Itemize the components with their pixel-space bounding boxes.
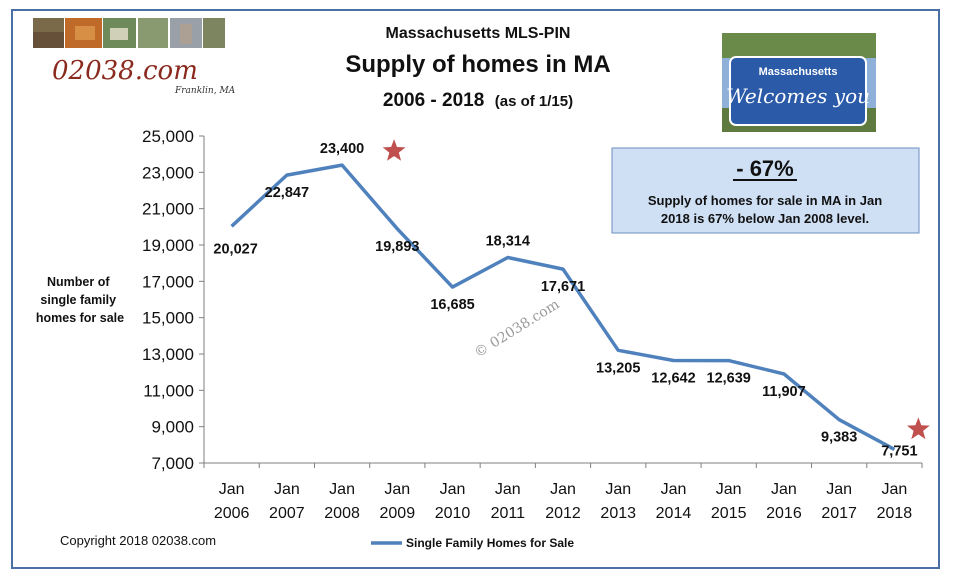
y-tick-label: 11,000 (143, 381, 194, 400)
chart-frame (11, 9, 940, 569)
x-tick-label-month: Jan (495, 481, 521, 498)
logo-name: 02038.com (52, 56, 198, 86)
y-axis-ticks: 7,000 9,000 11,000 13,000 15,000 17,000 19,000… (142, 127, 204, 473)
x-tick-label-month: Jan (274, 481, 300, 498)
y-axis-title-line-1: Number of (47, 275, 110, 289)
x-tick-label-year: 2014 (656, 505, 692, 522)
watermark: © 02038.com (472, 296, 563, 361)
data-label-2017: 9,383 (821, 430, 857, 446)
x-tick-label-year: 2006 (214, 505, 250, 522)
x-tick-label-year: 2013 (600, 505, 636, 522)
x-tick-label-month: Jan (329, 481, 355, 498)
x-tick-label-year: 2016 (766, 505, 802, 522)
copyright-text: Copyright 2018 02038.com (60, 533, 216, 548)
logo: 02038.com Franklin, MA (33, 18, 236, 96)
y-axis-title: Number of single family homes for sale (36, 275, 124, 325)
x-axis-ticks: Jan 2006 Jan 2007 Jan 2008 Jan 2009 Jan 2010 Jan 20… (203, 463, 923, 522)
y-tick-label: 17,000 (142, 272, 194, 291)
x-tick-label-month: Jan (826, 481, 852, 498)
y-axis-title-line-2: single family (40, 293, 116, 307)
y-tick-label: 19,000 (142, 236, 194, 255)
data-labels: 20,027 22,847 23,400 19,893 16,685 18,314 17,6… (213, 141, 917, 459)
data-label-2013: 13,205 (596, 360, 640, 376)
x-tick-label-year: 2012 (545, 505, 581, 522)
x-tick-label-month: Jan (384, 481, 410, 498)
data-label-2012: 17,671 (541, 279, 585, 295)
data-label-2009: 19,893 (375, 239, 419, 255)
y-tick-label: 23,000 (142, 163, 194, 182)
data-label-2018: 7,751 (881, 443, 917, 459)
x-tick-label-year: 2010 (435, 505, 471, 522)
x-tick-label-month: Jan (550, 481, 576, 498)
legend: Single Family Homes for Sale (371, 536, 574, 550)
data-label-2006: 20,027 (213, 241, 257, 257)
x-tick-label-year: 2007 (269, 505, 305, 522)
x-tick-label-month: Jan (716, 481, 742, 498)
highlight-stars (382, 139, 930, 440)
legend-label: Single Family Homes for Sale (406, 536, 574, 550)
y-tick-label: 15,000 (142, 309, 194, 328)
data-label-2011: 18,314 (486, 233, 530, 249)
data-label-2008: 23,400 (320, 141, 364, 157)
x-tick-label-year: 2011 (491, 505, 526, 522)
y-tick-label: 25,000 (142, 127, 194, 146)
x-tick-label-month: Jan (605, 481, 631, 498)
x-tick-label-month: Jan (661, 481, 687, 498)
x-tick-label-month: Jan (219, 481, 245, 498)
data-label-2010: 16,685 (430, 297, 474, 313)
y-axis-title-line-3: homes for sale (36, 311, 124, 325)
logo-location: Franklin, MA (174, 86, 236, 96)
data-label-2016: 11,907 (762, 384, 806, 400)
y-tick-label: 21,000 (142, 200, 194, 219)
callout-box: - 67% Supply of homes for sale in MA in … (611, 147, 920, 234)
y-tick-label: 9,000 (151, 418, 194, 437)
chart-title-source: Massachusetts MLS-PIN (386, 25, 571, 42)
data-label-2015: 12,639 (707, 371, 751, 387)
y-tick-label: 7,000 (151, 454, 194, 473)
x-tick-label-year: 2009 (380, 505, 416, 522)
x-tick-label-month: Jan (440, 481, 466, 498)
sign-script-text: Welcomes you (726, 84, 870, 108)
massachusetts-sign-photo: Massachusetts Welcomes you (722, 33, 876, 132)
data-label-2014: 12,642 (651, 371, 695, 387)
x-tick-label-year: 2008 (324, 505, 360, 522)
x-tick-label-year: 2015 (711, 505, 747, 522)
x-tick-label-year: 2018 (877, 505, 913, 522)
y-tick-label: 13,000 (142, 345, 194, 364)
x-tick-label-year: 2017 (821, 505, 857, 522)
callout-headline: - 67% (736, 156, 793, 181)
series-line-single-family (230, 163, 896, 451)
data-label-2007: 22,847 (265, 185, 309, 201)
star-icon-2018 (907, 417, 930, 440)
x-tick-label-month: Jan (771, 481, 797, 498)
chart-subtitle: 2006 - 2018 (as of 1/15) (383, 90, 573, 111)
sign-top-text: Massachusetts (759, 66, 838, 78)
callout-line-1: Supply of homes for sale in MA in Jan (648, 193, 882, 208)
logo-photo-strip (33, 18, 225, 48)
callout-line-2: 2018 is 67% below Jan 2008 level. (661, 211, 869, 226)
chart-title: Supply of homes in MA (345, 51, 610, 78)
star-icon-2008 (382, 139, 406, 161)
x-tick-label-month: Jan (881, 481, 907, 498)
